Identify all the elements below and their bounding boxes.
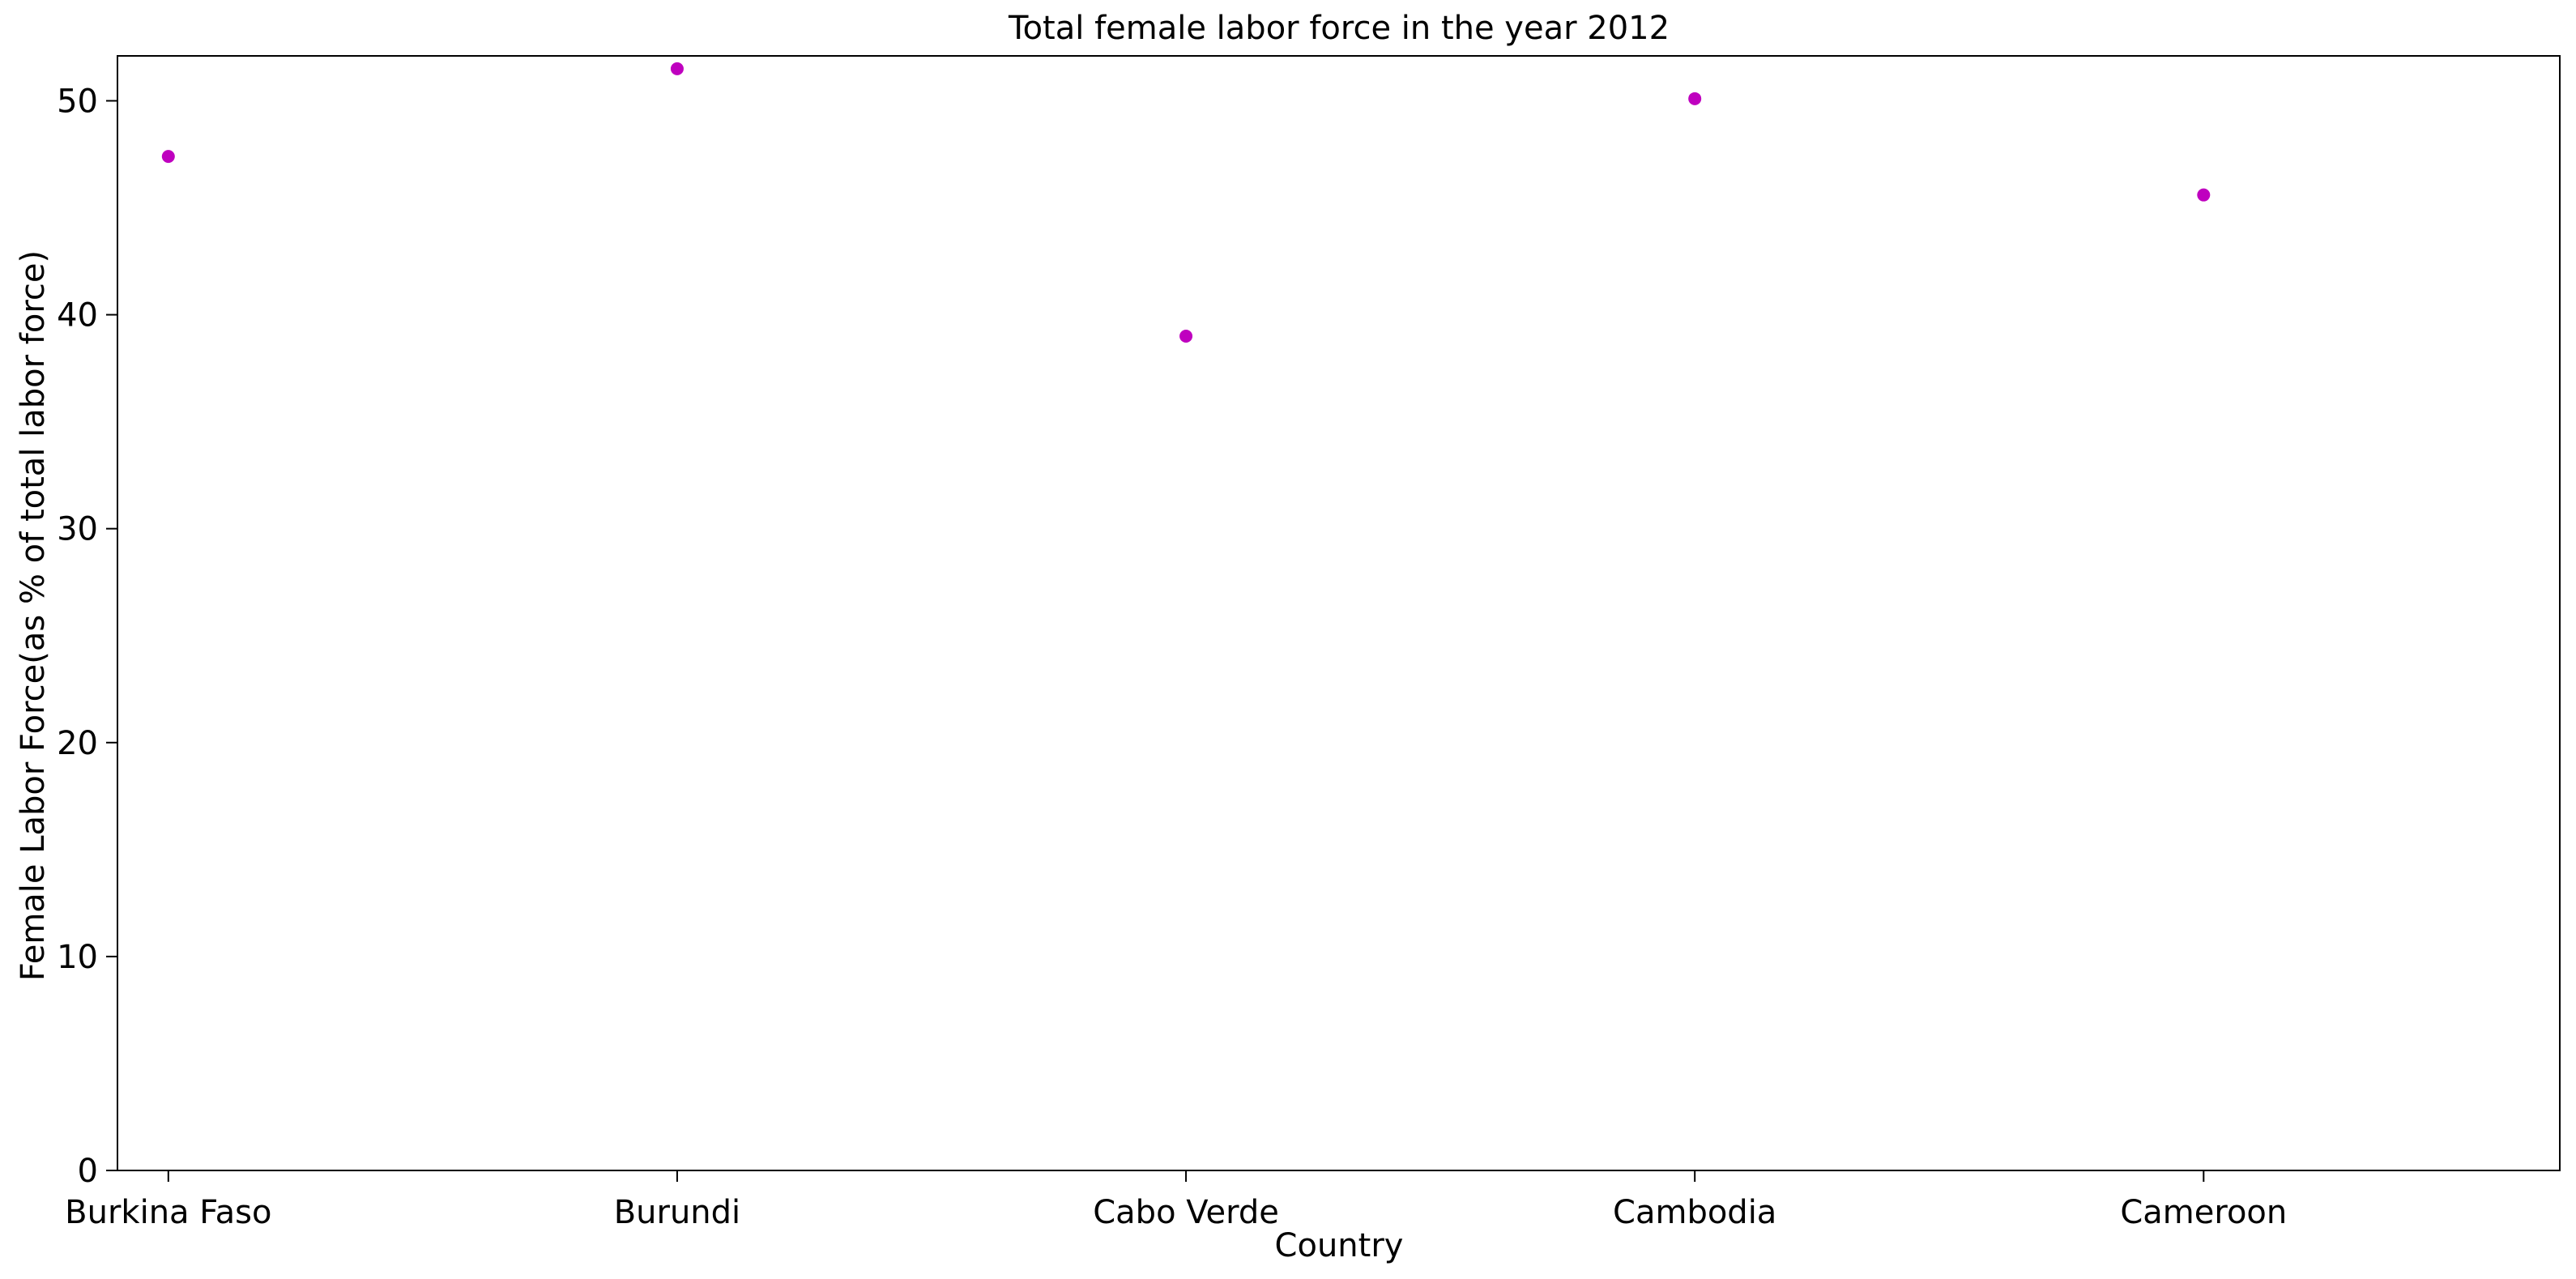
x-tick-label: Burundi [614, 1194, 740, 1231]
x-tick-label: Cameroon [2120, 1194, 2287, 1231]
plot-frame [117, 55, 2561, 1171]
y-axis-label: Female Labor Force(as % of total labor f… [15, 250, 52, 981]
y-tick-label: 50 [57, 83, 98, 120]
data-point [1688, 92, 1702, 105]
y-tick-label: 0 [78, 1153, 98, 1190]
data-point [161, 150, 175, 164]
data-point [1179, 329, 1193, 343]
data-point [670, 62, 684, 75]
y-tick-label: 30 [57, 511, 98, 548]
chart-title: Total female labor force in the year 201… [1008, 10, 1670, 47]
x-tick-label: Burkina Faso [65, 1194, 271, 1231]
x-tick-label: Cambodia [1613, 1194, 1776, 1231]
y-tick-label: 10 [57, 939, 98, 976]
y-tick-label: 20 [57, 725, 98, 762]
x-tick-label: Cabo Verde [1093, 1194, 1279, 1231]
plot-area: 0 10 20 30 40 50 Burkina Faso Burundi Cabo Verde… [57, 55, 2561, 1231]
y-tick-label: 40 [57, 297, 98, 335]
data-point [2197, 188, 2211, 202]
x-axis-label: Country [1275, 1227, 1404, 1264]
